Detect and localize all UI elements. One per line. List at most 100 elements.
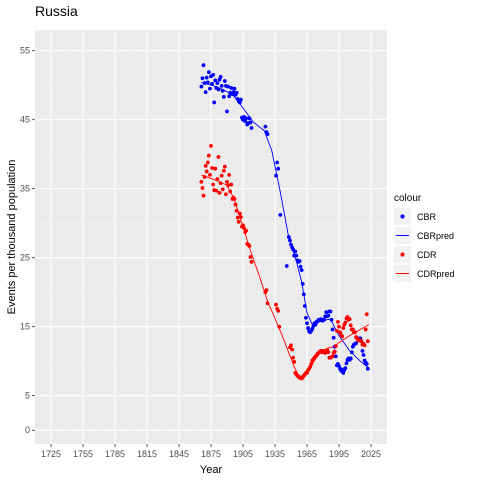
data-point-cdr [309, 362, 314, 366]
data-point-cdr [363, 327, 368, 332]
data-point-cdr [199, 179, 204, 184]
data-point-cdr [224, 192, 228, 197]
data-point-cdr [214, 188, 219, 193]
data-point-cbr [275, 160, 280, 165]
data-point-cdr [219, 173, 224, 178]
data-point-cbr [238, 97, 243, 102]
y-tick-label: 25 [20, 253, 30, 263]
data-point-cbr [348, 356, 353, 361]
data-point-cbr [219, 83, 224, 88]
data-point-cdr [249, 259, 254, 264]
data-point-cdr [341, 326, 346, 330]
legend-label: CBR [417, 212, 437, 222]
data-point-cdr [210, 166, 214, 170]
data-point-cbr [324, 310, 329, 315]
data-point-cdr [364, 312, 369, 317]
data-point-cbr [288, 238, 292, 243]
x-tick-label: 1845 [169, 449, 189, 459]
data-point-cbr [265, 132, 270, 137]
data-point-cdr [326, 350, 331, 355]
data-point-cbr [297, 259, 302, 264]
data-point-cdr [228, 189, 233, 194]
data-point-cdr [202, 175, 207, 179]
data-point-cdr [274, 302, 278, 307]
legend: colour CBR CBRpred CDR CDRpred [394, 193, 455, 282]
data-point-cbr [284, 264, 289, 268]
data-point-cbr [349, 350, 354, 355]
data-point-cbr [205, 80, 210, 85]
data-point-cbr [329, 317, 334, 322]
x-tick-label: 1935 [265, 449, 285, 459]
data-point-cbr [208, 86, 212, 91]
series-cbr [199, 63, 370, 375]
chart-title: Russia [35, 3, 78, 19]
data-point-cdr [291, 355, 296, 360]
data-point-cdr [204, 169, 209, 174]
data-point-cdr [289, 343, 293, 348]
data-point-cbr [294, 253, 299, 258]
legend-title: colour [394, 193, 422, 204]
data-point-cbr [206, 70, 211, 74]
y-tick-label: 45 [20, 115, 30, 125]
data-point-cdr [330, 354, 335, 359]
x-tick-label: 1755 [73, 449, 93, 459]
data-point-cdr [244, 228, 249, 233]
data-point-cdr [340, 334, 345, 339]
data-point-cdr [229, 182, 234, 187]
data-point-cdr [238, 215, 243, 219]
x-tick-label: 2025 [361, 449, 381, 459]
data-point-cbr [249, 126, 254, 130]
data-point-cdr [234, 208, 239, 213]
y-axis: 0 5 15 25 35 45 55 [20, 46, 35, 435]
data-point-cdr [222, 164, 227, 169]
data-point-cdr [333, 344, 338, 348]
data-point-cbr [204, 75, 209, 80]
data-point-cbr [203, 90, 208, 94]
data-points [199, 63, 370, 381]
legend-item-cdrpred: CDRpred [394, 265, 455, 282]
data-point-cbr [304, 315, 308, 320]
data-point-cdr [247, 244, 252, 248]
y-tick-label: 0 [25, 425, 30, 435]
legend-item-cbr: CBR [394, 208, 437, 225]
x-tick-label: 1965 [297, 449, 317, 459]
data-point-cdr [348, 323, 353, 328]
y-tick-label: 15 [20, 322, 30, 332]
data-point-cdr [218, 181, 223, 186]
data-point-cdr [201, 193, 206, 198]
legend-item-cdr: CDR [394, 246, 437, 263]
data-point-cdr [242, 226, 246, 230]
legend-point-icon [400, 214, 405, 219]
data-point-cbr [221, 95, 226, 99]
x-tick-label: 1875 [201, 449, 221, 459]
series-cdr [199, 144, 370, 381]
data-point-cdr [221, 168, 226, 173]
data-point-cbr [229, 86, 234, 90]
data-point-cdr [353, 330, 357, 335]
data-point-cbr [244, 116, 249, 121]
data-point-cdr [292, 359, 297, 364]
data-point-cbr [300, 282, 305, 286]
data-point-cdr [336, 319, 340, 324]
data-point-cbr [232, 86, 237, 91]
data-point-cdr [359, 339, 364, 344]
legend-point-icon [400, 252, 405, 257]
data-point-cbr [278, 213, 283, 217]
data-point-cbr [212, 100, 217, 105]
data-point-cbr [210, 81, 214, 86]
data-point-cbr [354, 341, 358, 346]
data-point-cdr [235, 215, 240, 220]
x-tick-label: 1995 [329, 449, 349, 459]
data-point-cbr [247, 116, 252, 121]
data-point-cdr [276, 308, 281, 313]
data-point-cbr [218, 75, 223, 79]
data-point-cbr [299, 268, 304, 273]
data-point-cbr [215, 81, 220, 86]
data-point-cdr [227, 173, 232, 177]
data-point-cdr [290, 347, 294, 352]
data-point-cdr [343, 320, 348, 325]
data-point-cdr [337, 324, 341, 329]
data-point-cbr [298, 264, 303, 269]
x-tick-label: 1815 [137, 449, 157, 459]
data-point-cbr [326, 313, 331, 318]
